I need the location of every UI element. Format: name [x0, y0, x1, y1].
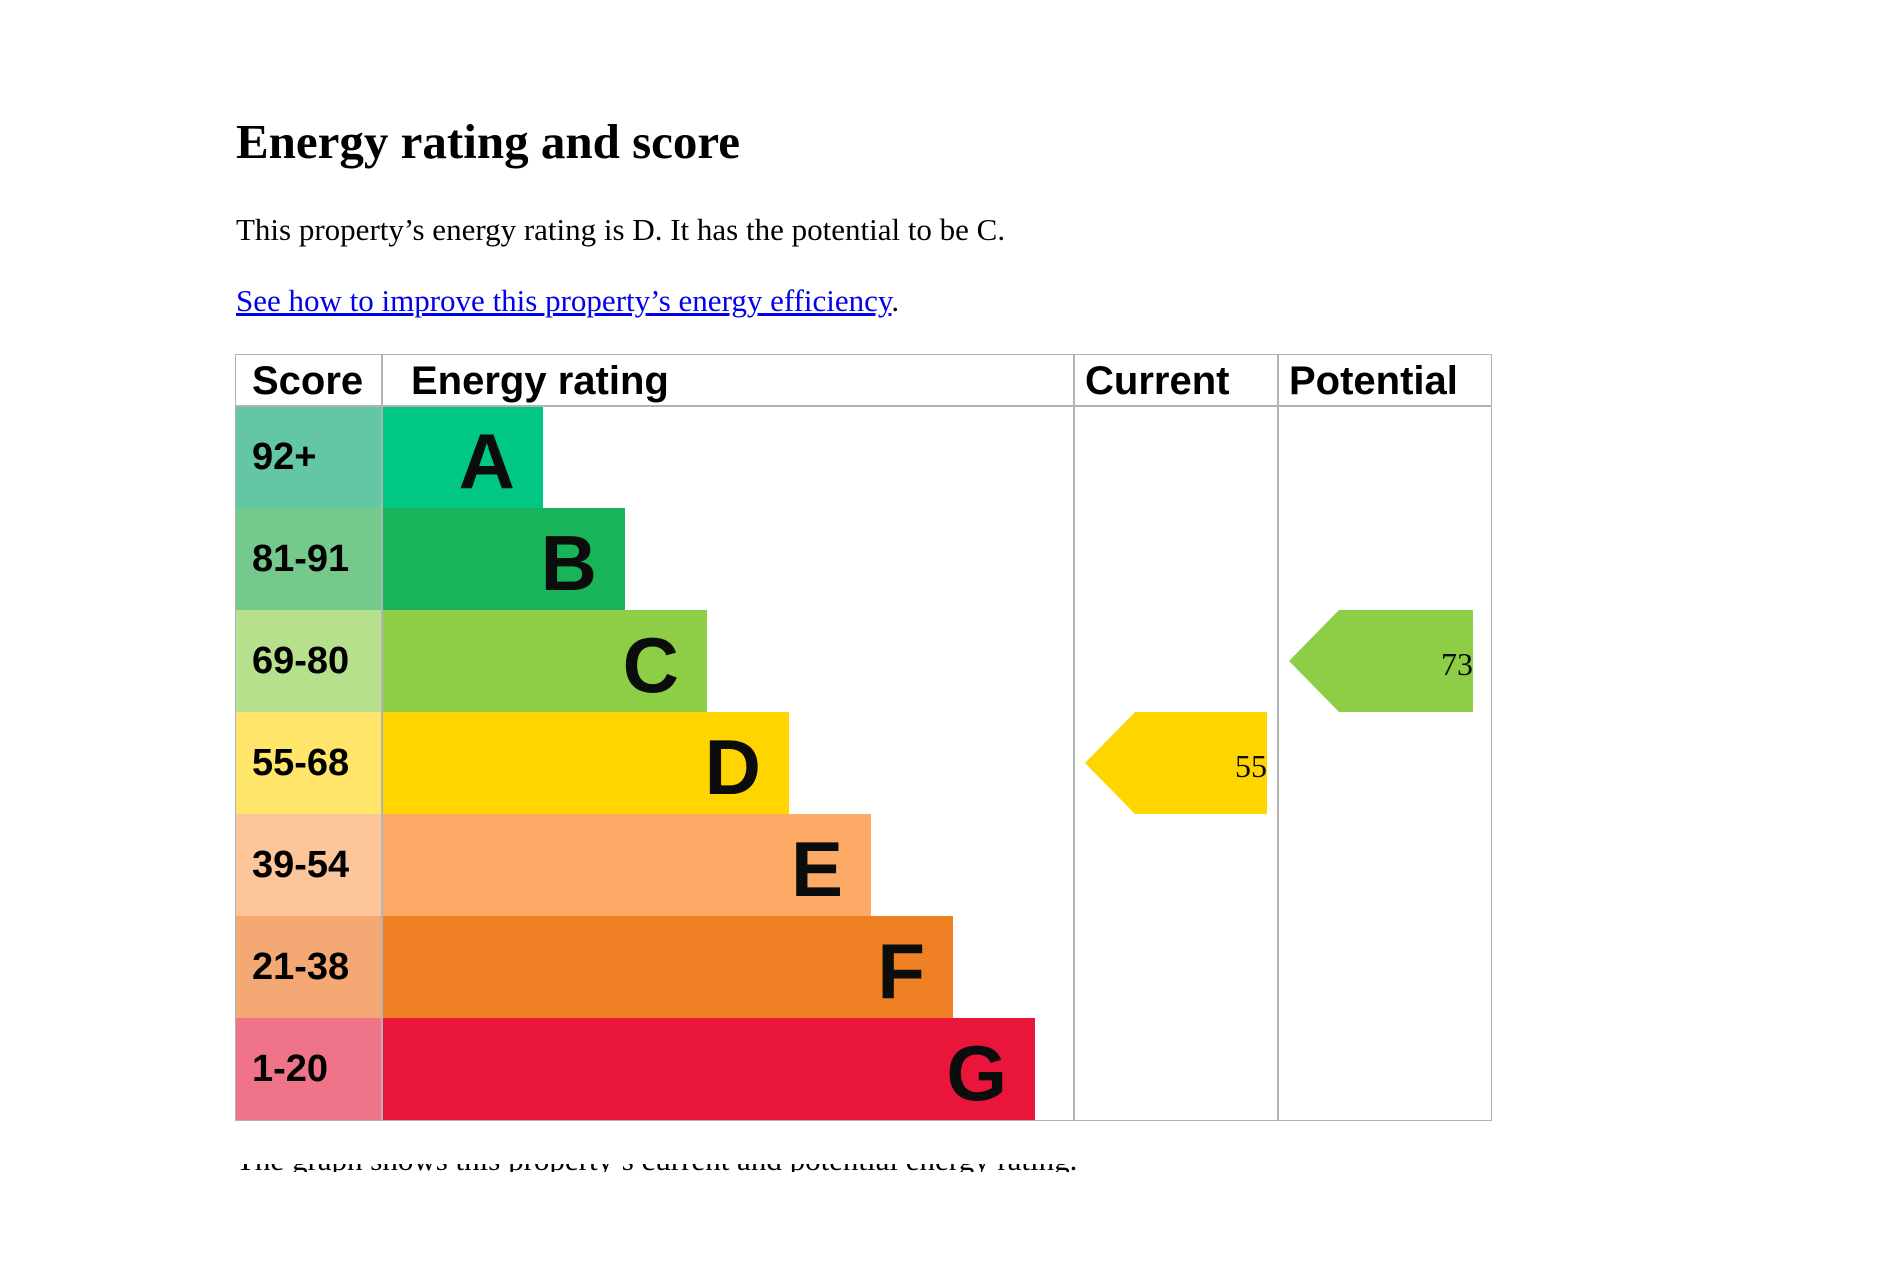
potential-column-header: Potential	[1289, 359, 1458, 403]
score-range-f: 21-38	[236, 916, 383, 1018]
score-column-divider	[381, 355, 383, 1120]
current-score-value: 55	[1235, 748, 1267, 784]
score-range-b: 81-91	[236, 508, 383, 610]
potential-column-divider	[1277, 355, 1279, 1120]
rating-letter-e: E	[790, 825, 843, 913]
improve-efficiency-link[interactable]: See how to improve this property’s energ…	[236, 283, 892, 318]
rating-column-header: Energy rating	[411, 359, 669, 403]
header-divider	[236, 405, 1491, 407]
current-column-header: Current	[1085, 359, 1230, 403]
current-rating-arrow: 55	[1085, 712, 1267, 814]
footer-text-cutoff: The graph shows this property’s current …	[236, 1164, 1136, 1172]
score-range-g: 1-20	[236, 1018, 383, 1120]
rating-bar-b: B	[383, 508, 625, 610]
energy-rating-chart: Score Energy rating Current Potential 92…	[235, 354, 1492, 1121]
score-range-e: 39-54	[236, 814, 383, 916]
rating-letter-a: A	[458, 417, 515, 505]
rating-letter-c: C	[622, 621, 679, 709]
score-range-d: 55-68	[236, 712, 383, 814]
improve-paragraph: See how to improve this property’s energ…	[236, 281, 899, 321]
rating-bar-c: C	[383, 610, 707, 712]
rating-bar-e: E	[383, 814, 871, 916]
rating-bar-d: D	[383, 712, 789, 814]
rating-bar-f: F	[383, 916, 953, 1018]
link-suffix: .	[891, 283, 900, 318]
score-range-c: 69-80	[236, 610, 383, 712]
rating-letter-f: F	[877, 927, 925, 1015]
current-column-divider	[1073, 355, 1075, 1120]
score-column-header: Score	[252, 359, 364, 403]
rating-letter-g: G	[946, 1029, 1007, 1117]
potential-score-value: 73	[1441, 646, 1473, 682]
page-title: Energy rating and score	[236, 114, 741, 169]
potential-rating-arrow: 73	[1289, 610, 1473, 712]
rating-bar-a: A	[383, 406, 543, 508]
rating-summary: This property’s energy rating is D. It h…	[236, 212, 1006, 247]
footer-text: The graph shows this property’s current …	[236, 1164, 1136, 1172]
rating-bar-g: G	[383, 1018, 1035, 1120]
rating-letter-b: B	[540, 519, 597, 607]
rating-letter-d: D	[704, 723, 761, 811]
score-range-a: 92+	[236, 406, 383, 508]
